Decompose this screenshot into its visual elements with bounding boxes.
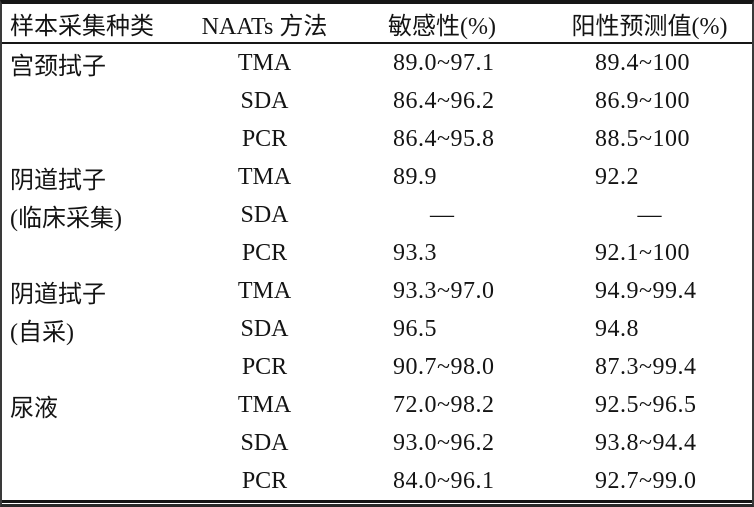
- method-cell: TMA: [237, 163, 292, 190]
- table-row: PCR 93.3 92.1~100: [2, 234, 752, 272]
- ppv-cell: 92.1~100: [595, 239, 690, 266]
- method-cell: PCR: [241, 125, 288, 152]
- ppv-cell: 87.3~99.4: [595, 353, 697, 380]
- method-cell: TMA: [237, 391, 292, 418]
- ppv-cell: 94.8: [595, 315, 639, 342]
- method-cell: PCR: [241, 467, 288, 494]
- column-header-sample-type: 样本采集种类: [10, 13, 154, 40]
- ppv-cell: 88.5~100: [595, 125, 690, 152]
- ppv-cell: —: [637, 201, 662, 228]
- ppv-cell: 92.7~99.0: [595, 467, 697, 494]
- sensitivity-cell: 89.0~97.1: [393, 49, 495, 76]
- sample-type-cell: 尿液: [10, 395, 58, 422]
- table-row: 宫颈拭子 TMA 89.0~97.1 89.4~100: [2, 44, 752, 82]
- table-row: PCR 84.0~96.1 92.7~99.0: [2, 462, 752, 500]
- method-cell: PCR: [241, 353, 288, 380]
- table-bottom-rule: [2, 500, 752, 503]
- table-row: 阴道拭子 TMA 89.9 92.2: [2, 158, 752, 196]
- table-row: PCR 86.4~95.8 88.5~100: [2, 120, 752, 158]
- table-row: (临床采集) SDA — —: [2, 196, 752, 234]
- sample-type-cell: 宫颈拭子: [10, 53, 106, 80]
- sensitivity-cell: 86.4~95.8: [393, 125, 495, 152]
- sensitivity-cell: 72.0~98.2: [393, 391, 495, 418]
- sensitivity-cell: 93.3: [393, 239, 437, 266]
- method-cell: TMA: [237, 277, 292, 304]
- sensitivity-cell: 96.5: [393, 315, 437, 342]
- column-header-sensitivity: 敏感性(%): [388, 13, 496, 40]
- ppv-cell: 86.9~100: [595, 87, 690, 114]
- method-cell: SDA: [240, 201, 289, 228]
- ppv-cell: 92.2: [595, 163, 639, 190]
- method-cell: SDA: [240, 429, 289, 456]
- sensitivity-cell: 89.9: [393, 163, 437, 190]
- method-cell: PCR: [241, 239, 288, 266]
- ppv-cell: 93.8~94.4: [595, 429, 697, 456]
- sensitivity-cell: 93.0~96.2: [393, 429, 495, 456]
- sensitivity-cell: —: [430, 201, 454, 228]
- column-header-ppv: 阳性预测值(%): [571, 13, 728, 40]
- ppv-cell: 89.4~100: [595, 49, 690, 76]
- table-row: PCR 90.7~98.0 87.3~99.4: [2, 348, 752, 386]
- table-row: 阴道拭子 TMA 93.3~97.0 94.9~99.4: [2, 272, 752, 310]
- ppv-cell: 94.9~99.4: [595, 277, 697, 304]
- method-cell: SDA: [240, 87, 289, 114]
- table-row: 尿液 TMA 72.0~98.2 92.5~96.5: [2, 386, 752, 424]
- table-header-row: 样本采集种类 NAATs 方法 敏感性(%) 阳性预测值(%): [2, 4, 752, 44]
- sample-type-cell: (自采): [10, 319, 74, 346]
- column-header-naats-method: NAATs 方法: [201, 13, 328, 40]
- method-cell: SDA: [240, 315, 289, 342]
- method-cell: TMA: [237, 49, 292, 76]
- table-row: SDA 86.4~96.2 86.9~100: [2, 82, 752, 120]
- sample-type-cell: 阴道拭子: [10, 281, 106, 308]
- table-row: (自采) SDA 96.5 94.8: [2, 310, 752, 348]
- ppv-cell: 92.5~96.5: [595, 391, 697, 418]
- sensitivity-cell: 90.7~98.0: [393, 353, 495, 380]
- sensitivity-cell: 84.0~96.1: [393, 467, 495, 494]
- sensitivity-cell: 93.3~97.0: [393, 277, 495, 304]
- sample-type-cell: 阴道拭子: [10, 167, 106, 194]
- sample-type-cell: (临床采集): [10, 205, 122, 232]
- sensitivity-cell: 86.4~96.2: [393, 87, 495, 114]
- table-row: SDA 93.0~96.2 93.8~94.4: [2, 424, 752, 462]
